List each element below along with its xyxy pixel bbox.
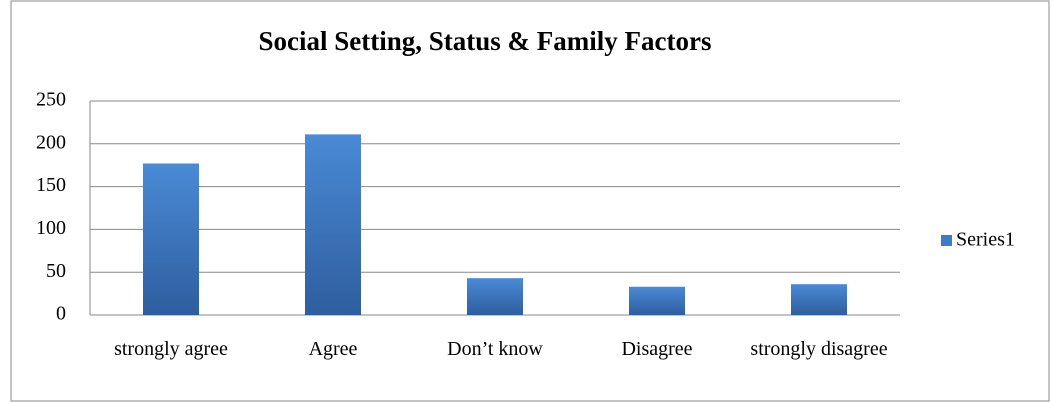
x-tick-label: Disagree — [621, 338, 693, 360]
y-tick-label: 50 — [46, 260, 66, 282]
legend-label: Series1 — [956, 229, 1015, 251]
y-tick-label: 250 — [36, 89, 66, 111]
y-tick-label: 150 — [36, 174, 66, 196]
bar — [791, 284, 847, 315]
bar — [629, 286, 685, 315]
bar — [143, 163, 199, 315]
x-tick-label: strongly agree — [114, 338, 228, 360]
y-tick-label: 0 — [56, 303, 66, 325]
chart-title: Social Setting, Status & Family Factors — [259, 26, 712, 56]
x-tick-label: Agree — [308, 338, 358, 360]
chart-border — [10, 0, 1050, 402]
bar — [467, 278, 523, 315]
y-tick-label: 100 — [36, 217, 66, 239]
y-tick-label: 200 — [36, 131, 66, 153]
legend-swatch — [941, 235, 952, 246]
bar — [305, 134, 361, 315]
x-tick-label: Don’t know — [447, 338, 543, 360]
x-tick-label: strongly disagree — [750, 338, 888, 360]
